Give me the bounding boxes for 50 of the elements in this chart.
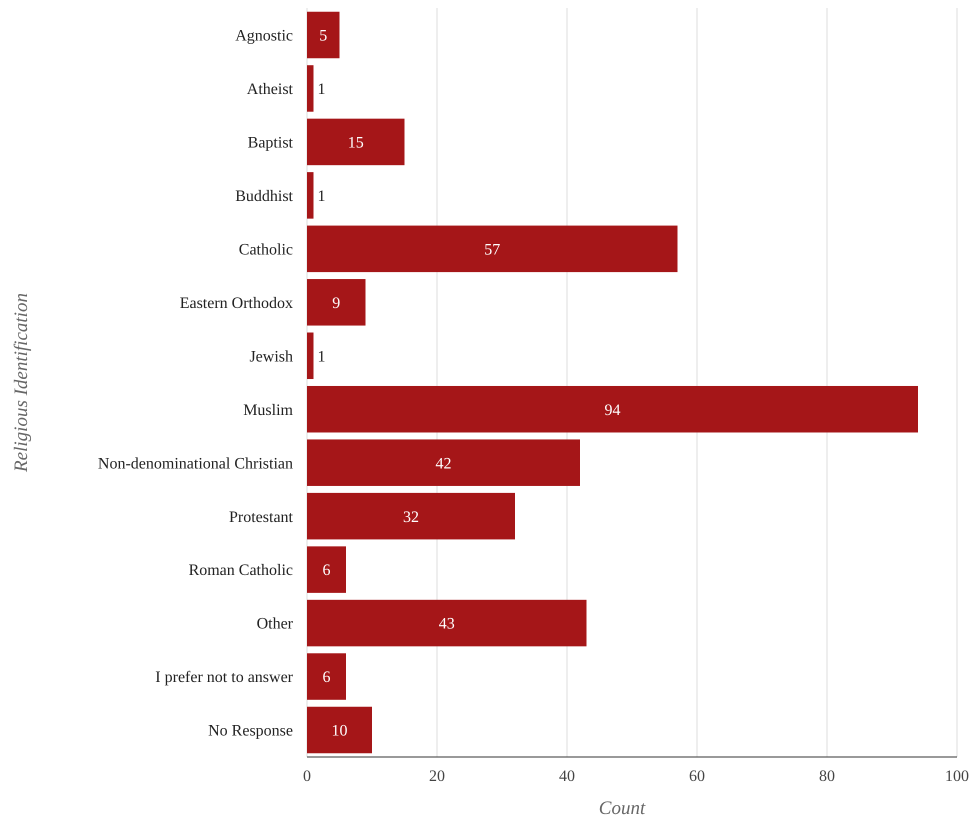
bar xyxy=(307,706,372,754)
y-tick-label: Other xyxy=(256,616,294,633)
y-tick-label: Buddhist xyxy=(235,188,294,205)
x-tick-label: 20 xyxy=(429,768,445,785)
data-label: 42 xyxy=(436,455,452,472)
data-label: 43 xyxy=(438,616,455,633)
y-axis-title: Religious Identification xyxy=(11,293,32,473)
y-tick-label: Catholic xyxy=(238,241,293,258)
bar xyxy=(307,279,366,326)
bar xyxy=(307,653,346,700)
y-tick-label: Muslim xyxy=(243,402,294,419)
data-label: 5 xyxy=(319,28,328,45)
x-tick-label: 0 xyxy=(303,768,311,785)
data-label: 1 xyxy=(318,81,326,98)
bar xyxy=(307,65,314,112)
y-tick-label: Roman Catholic xyxy=(188,562,293,580)
y-tick-label: Non-denominational Christian xyxy=(98,455,293,472)
y-tick-label: Jewish xyxy=(249,348,293,366)
y-tick-label: Atheist xyxy=(246,81,294,98)
x-tick-label: 100 xyxy=(945,768,969,785)
bar xyxy=(307,386,918,432)
bar xyxy=(307,172,314,219)
y-tick-label: Agnostic xyxy=(235,28,293,45)
bar xyxy=(307,439,580,486)
data-label: 6 xyxy=(322,562,330,580)
x-tick-label: 40 xyxy=(559,768,575,785)
x-tick-label: 60 xyxy=(689,768,705,785)
bar xyxy=(307,118,404,166)
x-axis-title: Count xyxy=(598,798,646,819)
data-label: 6 xyxy=(322,669,330,686)
bar xyxy=(307,600,586,646)
y-tick-label: Baptist xyxy=(248,134,294,152)
data-label: 1 xyxy=(318,188,326,205)
bar xyxy=(307,332,314,380)
y-tick-label: Eastern Orthodox xyxy=(180,294,293,312)
y-tick-label: No Response xyxy=(208,722,293,740)
data-label: 9 xyxy=(332,294,340,312)
data-label: 32 xyxy=(403,508,419,526)
x-tick-label: 80 xyxy=(819,768,835,785)
bar xyxy=(307,12,340,58)
data-label: 1 xyxy=(318,348,326,366)
bar xyxy=(307,492,515,540)
data-label: 94 xyxy=(604,402,620,419)
data-label: 10 xyxy=(332,722,348,740)
y-tick-label: I prefer not to answer xyxy=(155,669,294,686)
y-tick-label: Protestant xyxy=(229,508,294,526)
bar xyxy=(307,546,346,593)
data-label: 15 xyxy=(348,134,364,152)
bar xyxy=(307,226,678,272)
data-label: 57 xyxy=(484,241,500,258)
